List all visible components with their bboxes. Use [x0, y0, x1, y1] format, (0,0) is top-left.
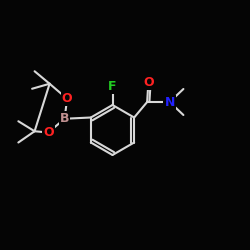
Text: N: N — [164, 96, 175, 108]
Text: B: B — [60, 112, 69, 125]
Text: O: O — [62, 92, 72, 105]
Text: O: O — [43, 126, 54, 139]
Text: F: F — [108, 80, 117, 93]
Text: O: O — [143, 76, 154, 88]
